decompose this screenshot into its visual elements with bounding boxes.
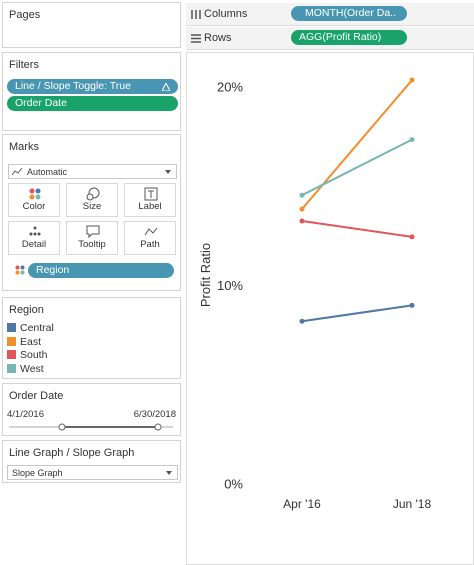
legend-swatch bbox=[7, 323, 16, 332]
pages-panel: Pages bbox=[2, 2, 181, 48]
panel-title: Region bbox=[9, 304, 44, 316]
chart: Profit Ratio 0% 10% 20% Apr '16 Jun '18 bbox=[186, 52, 474, 565]
label-button[interactable]: Label bbox=[124, 183, 176, 217]
region-pill[interactable]: Region bbox=[28, 263, 174, 278]
button-label: Tooltip bbox=[78, 239, 106, 250]
icon bbox=[29, 226, 41, 236]
series-line bbox=[301, 304, 413, 323]
legend-swatch bbox=[7, 350, 16, 359]
button-label: Label bbox=[138, 201, 162, 212]
y-tick-label: 20% bbox=[217, 79, 243, 94]
rows-icon bbox=[191, 34, 201, 43]
icon bbox=[144, 187, 158, 201]
panel-title: Marks bbox=[9, 141, 39, 153]
icon bbox=[29, 188, 41, 200]
shelf-label: Rows bbox=[204, 32, 232, 44]
columns-pill[interactable]: MONTH(Order Da.. bbox=[291, 6, 407, 21]
panel-title: Order Date bbox=[9, 390, 64, 402]
panel-title: Pages bbox=[9, 9, 41, 21]
color-button[interactable]: Color bbox=[8, 183, 60, 217]
legend-label: West bbox=[20, 362, 44, 375]
legend-item[interactable]: Central bbox=[7, 322, 54, 334]
legend-label: Central bbox=[20, 322, 54, 334]
marks-panel: Marks Automatic Color Size Label Detail … bbox=[2, 134, 181, 291]
line-icon bbox=[12, 168, 22, 176]
columns-icon bbox=[191, 10, 201, 19]
shelf-label: Columns bbox=[204, 8, 248, 20]
legend-swatch bbox=[7, 363, 16, 373]
data-point bbox=[299, 206, 305, 212]
rows-pill[interactable]: AGG(Profit Ratio) bbox=[291, 30, 407, 45]
legend-label: East bbox=[20, 335, 42, 348]
button-label: Color bbox=[22, 201, 46, 212]
series-line bbox=[301, 79, 413, 210]
button-label: Detail bbox=[21, 239, 47, 250]
path-button[interactable]: Path bbox=[124, 221, 176, 255]
legend-item[interactable]: East bbox=[7, 336, 41, 348]
chart-frame bbox=[186, 52, 474, 565]
y-axis-title: Profit Ratio bbox=[198, 243, 213, 307]
delta-icon bbox=[162, 83, 170, 91]
legend-swatch bbox=[7, 336, 16, 346]
legend-label: South bbox=[20, 349, 48, 361]
data-point bbox=[409, 77, 415, 83]
tooltip-button[interactable]: Tooltip bbox=[66, 221, 118, 255]
panel-title: Line Graph / Slope Graph bbox=[9, 447, 135, 459]
icon bbox=[86, 187, 100, 201]
order-date-panel: Order Date 4/1/2016 6/30/2018 bbox=[2, 383, 181, 436]
filter-pill[interactable]: Line / Slope Toggle: True bbox=[7, 79, 178, 94]
rows-shelf: Rows AGG(Profit Ratio) bbox=[186, 27, 474, 50]
data-point bbox=[299, 218, 305, 224]
button-label: Size bbox=[82, 201, 102, 212]
panel-title: Filters bbox=[9, 59, 39, 71]
date-slider[interactable] bbox=[7, 422, 177, 432]
range-end: 6/30/2018 bbox=[133, 409, 176, 420]
filters-panel: Filters Line / Slope Toggle: True Order … bbox=[2, 52, 181, 131]
data-point bbox=[409, 137, 415, 143]
legend-item[interactable]: South bbox=[7, 349, 47, 361]
data-point bbox=[409, 302, 415, 308]
button-label: Path bbox=[140, 239, 160, 250]
detail-button[interactable]: Detail bbox=[8, 221, 60, 255]
columns-shelf: Columns MONTH(Order Da.. bbox=[186, 3, 474, 26]
filter-pill[interactable]: Order Date bbox=[7, 96, 178, 111]
data-point bbox=[299, 192, 305, 198]
icon bbox=[86, 225, 100, 239]
parameter-dropdown[interactable]: Slope Graph bbox=[7, 465, 178, 480]
data-point bbox=[409, 234, 415, 240]
y-tick-label: 0% bbox=[224, 476, 243, 491]
size-button[interactable]: Size bbox=[66, 183, 118, 217]
range-start: 4/1/2016 bbox=[7, 409, 44, 420]
y-tick-label: 10% bbox=[217, 278, 243, 293]
icon bbox=[144, 227, 158, 236]
region-legend: Region Central East South West bbox=[2, 297, 181, 379]
x-tick-label: Apr '16 bbox=[283, 497, 321, 511]
mark-type-dropdown[interactable]: Automatic bbox=[8, 164, 177, 179]
pill-text: Line / Slope Toggle: True bbox=[15, 80, 131, 92]
series-line bbox=[301, 138, 413, 197]
series-line bbox=[301, 220, 413, 238]
parameter-panel: Line Graph / Slope Graph Slope Graph bbox=[2, 440, 181, 483]
data-point bbox=[299, 318, 305, 324]
color-icon bbox=[15, 265, 25, 275]
x-tick-label: Jun '18 bbox=[393, 497, 432, 511]
legend-item[interactable]: West bbox=[7, 363, 44, 375]
